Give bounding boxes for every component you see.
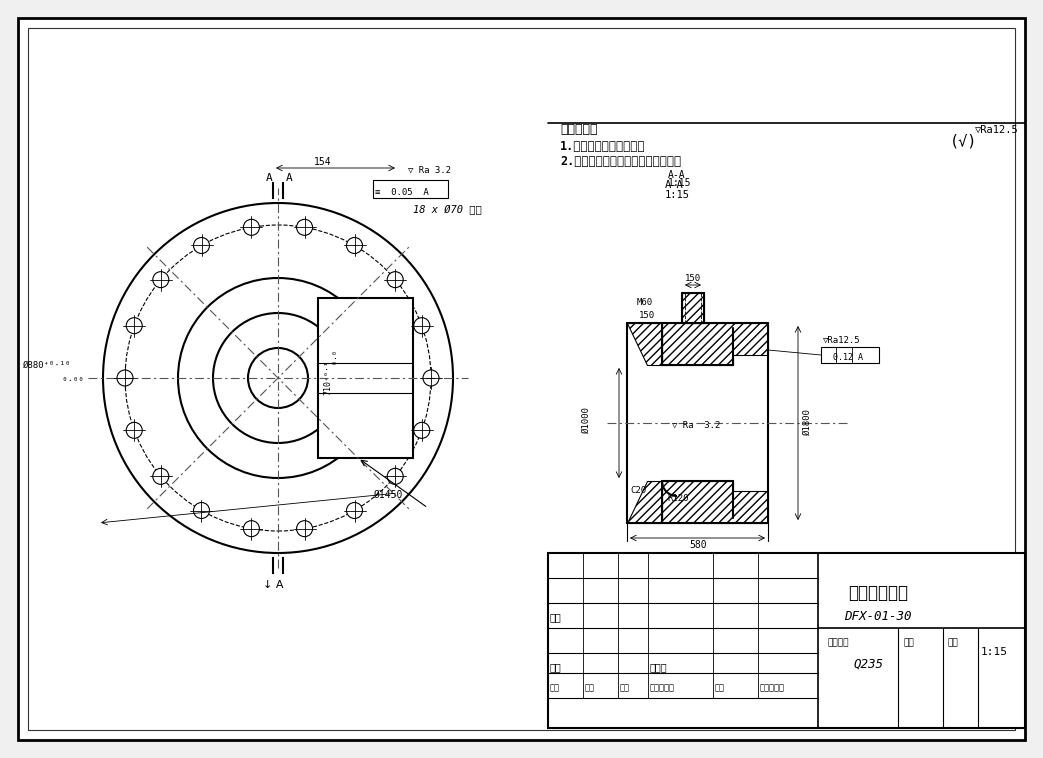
Text: 设计: 设计 bbox=[550, 662, 562, 672]
Circle shape bbox=[243, 219, 260, 235]
Bar bbox=[373, 180, 448, 198]
Text: ▽Ra12.5: ▽Ra12.5 bbox=[823, 336, 860, 345]
Bar bbox=[682, 293, 704, 323]
Circle shape bbox=[152, 468, 169, 484]
Text: R120: R120 bbox=[668, 494, 688, 503]
Text: A-A: A-A bbox=[665, 180, 684, 190]
Text: C20: C20 bbox=[630, 486, 646, 495]
Text: ≡  0.05  A: ≡ 0.05 A bbox=[375, 188, 429, 197]
Circle shape bbox=[194, 237, 210, 253]
Circle shape bbox=[126, 318, 142, 334]
Text: Ø1000: Ø1000 bbox=[582, 406, 591, 433]
Text: ▽ Ra  3.2: ▽ Ra 3.2 bbox=[672, 421, 721, 430]
Text: 2.铸件进行时效处理，消除内应力。: 2.铸件进行时效处理，消除内应力。 bbox=[560, 155, 681, 168]
Circle shape bbox=[243, 521, 260, 537]
Text: (√): (√) bbox=[950, 134, 977, 149]
Text: A-A: A-A bbox=[668, 170, 685, 180]
Text: 分区: 分区 bbox=[620, 683, 630, 692]
Circle shape bbox=[414, 318, 430, 334]
Bar bbox=[821, 347, 879, 363]
Text: 比例: 比例 bbox=[948, 638, 959, 647]
Text: 154: 154 bbox=[314, 157, 332, 167]
Text: Ø1450: Ø1450 bbox=[373, 490, 403, 500]
Text: 1:15: 1:15 bbox=[981, 647, 1008, 657]
Circle shape bbox=[346, 503, 363, 518]
Circle shape bbox=[346, 237, 363, 253]
Text: 阶段标记: 阶段标记 bbox=[828, 638, 849, 647]
Text: 0.12 A: 0.12 A bbox=[823, 353, 863, 362]
Circle shape bbox=[414, 422, 430, 438]
Text: 审核: 审核 bbox=[550, 612, 562, 622]
Text: DFX-01-30: DFX-01-30 bbox=[844, 610, 912, 623]
Text: 1:15: 1:15 bbox=[668, 178, 692, 188]
Circle shape bbox=[387, 468, 404, 484]
Text: 年、月、日: 年、月、日 bbox=[760, 683, 785, 692]
Text: 低速轴法兰盖: 低速轴法兰盖 bbox=[848, 584, 908, 602]
Text: M60: M60 bbox=[637, 298, 653, 307]
Text: A: A bbox=[286, 173, 293, 183]
Bar bbox=[548, 553, 1025, 728]
Text: 处数: 处数 bbox=[585, 683, 595, 692]
Text: 18 x Ø70 贯穿: 18 x Ø70 贯穿 bbox=[413, 205, 482, 215]
Text: ↓ A: ↓ A bbox=[263, 580, 284, 590]
Text: 签名: 签名 bbox=[715, 683, 725, 692]
Circle shape bbox=[117, 370, 134, 386]
Text: 标准化: 标准化 bbox=[650, 662, 668, 672]
Circle shape bbox=[296, 219, 313, 235]
Circle shape bbox=[126, 422, 142, 438]
Bar bbox=[318, 298, 413, 458]
Text: 更改文件号: 更改文件号 bbox=[650, 683, 675, 692]
Text: ₀.₀₀: ₀.₀₀ bbox=[30, 374, 83, 383]
Circle shape bbox=[194, 503, 210, 518]
Circle shape bbox=[423, 370, 439, 386]
Text: Ø1800: Ø1800 bbox=[803, 408, 812, 435]
Text: 技术要求：: 技术要求： bbox=[560, 123, 598, 136]
Text: 标记: 标记 bbox=[550, 683, 560, 692]
Text: 710⁺⁰·¹: 710⁺⁰·¹ bbox=[323, 360, 332, 395]
Text: 1.去毛刺、随便打磨光滑: 1.去毛刺、随便打磨光滑 bbox=[560, 140, 646, 153]
Text: 重量: 重量 bbox=[903, 638, 914, 647]
Circle shape bbox=[387, 271, 404, 287]
Circle shape bbox=[296, 521, 313, 537]
Text: Q235: Q235 bbox=[853, 658, 883, 671]
Text: ▽Ra12.5: ▽Ra12.5 bbox=[975, 125, 1019, 135]
Text: ₀.₀: ₀.₀ bbox=[330, 350, 339, 385]
Text: Ø880⁺⁰·¹⁰: Ø880⁺⁰·¹⁰ bbox=[23, 361, 71, 370]
Text: 1:15: 1:15 bbox=[665, 190, 690, 200]
Text: ▽ Ra 3.2: ▽ Ra 3.2 bbox=[408, 166, 451, 175]
Text: 150: 150 bbox=[685, 274, 701, 283]
Text: A: A bbox=[266, 173, 273, 183]
Text: 150: 150 bbox=[639, 311, 655, 320]
Text: 580: 580 bbox=[689, 540, 707, 550]
Circle shape bbox=[152, 271, 169, 287]
